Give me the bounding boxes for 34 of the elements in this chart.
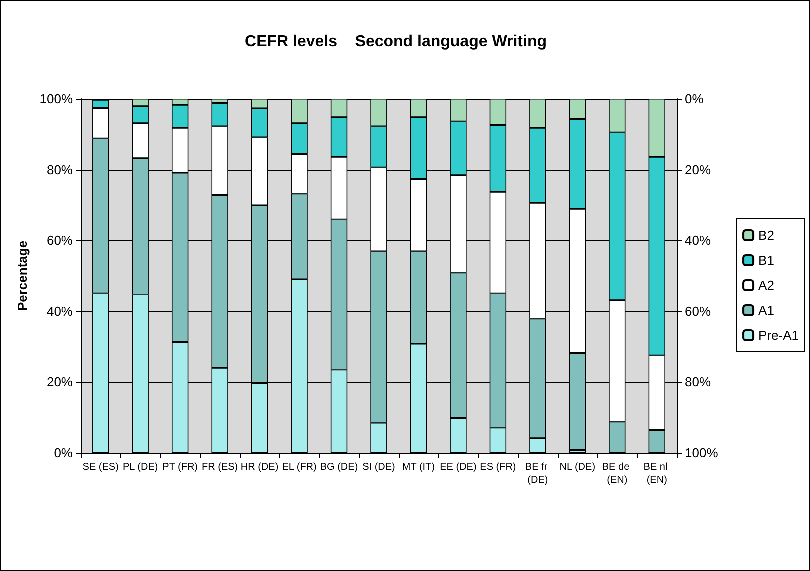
y2-tick-label: 20% — [685, 162, 712, 178]
x-tick-label: SI (DE) — [362, 462, 396, 473]
x-tick-label: EE (DE) — [440, 462, 477, 473]
y2-tick-label: 0% — [685, 92, 704, 106]
legend-label: B1 — [758, 253, 774, 268]
y-axis-title: Percentage — [14, 240, 30, 312]
y-tick-label: 60% — [46, 233, 74, 248]
y-tick-label: 20% — [46, 374, 74, 390]
y-tick-label: 0% — [54, 446, 74, 460]
x-tick-label: MT (IT) — [402, 462, 436, 473]
y-tick-label: 80% — [46, 162, 74, 178]
legend-label: Pre-A1 — [758, 328, 800, 343]
x-tick-label: BE nl (EN) — [644, 462, 670, 486]
x-tick-label: SE (ES) — [82, 462, 119, 473]
chart-title: CEFR levels Second language Writing — [245, 34, 547, 50]
y2-tick-label: 60% — [685, 304, 712, 319]
y-tick-label: 100% — [40, 92, 74, 106]
legend-label: A2 — [758, 278, 774, 293]
x-tick-label: BG (DE) — [320, 462, 358, 473]
x-tick-label: EL (FR) — [282, 462, 317, 473]
y2-tick-label: 100% — [685, 446, 719, 460]
x-tick-label: ES (FR) — [480, 462, 516, 473]
y-tick-label: 40% — [46, 304, 74, 319]
x-tick-label: FR (ES) — [202, 462, 238, 473]
y2-tick-label: 80% — [685, 374, 712, 390]
legend-label: A1 — [758, 303, 774, 318]
y2-tick-label: 40% — [685, 233, 712, 248]
legend-label: B2 — [758, 228, 774, 243]
x-tick-label: BE de (EN) — [602, 462, 632, 486]
x-tick-label: NL (DE) — [560, 462, 596, 473]
x-tick-label: PT (FR) — [162, 462, 198, 473]
x-tick-label: HR (DE) — [240, 462, 279, 473]
x-tick-label: PL (DE) — [123, 462, 158, 473]
x-tick-label: BE fr (DE) — [525, 462, 550, 486]
